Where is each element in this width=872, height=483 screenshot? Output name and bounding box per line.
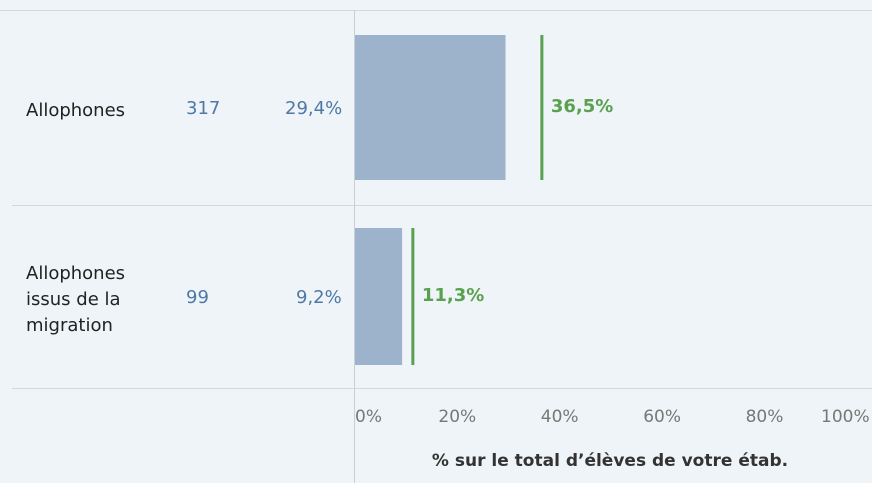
percent-label: 29,4% [285,97,343,119]
category-label: Allophones [26,99,126,121]
x-tick-label: 100% [821,407,870,427]
x-tick-label: 80% [745,407,784,427]
category-label: Allophones issus de la migration [26,262,126,336]
reference-label: 11,3% [421,284,485,306]
count-label: 99 [186,286,209,308]
reference-label: 36,5% [550,95,614,117]
bar [355,35,506,180]
percent-label: 9,2% [296,286,342,308]
count-label: 317 [186,97,221,119]
x-tick-label: 0% [355,407,382,427]
x-tick-label: 40% [540,407,579,427]
x-axis-label: % sur le total d’élèves de votre étab. [431,451,789,471]
x-tick-label: 20% [438,407,477,427]
bar [355,228,403,365]
x-tick-label: 60% [643,407,681,427]
